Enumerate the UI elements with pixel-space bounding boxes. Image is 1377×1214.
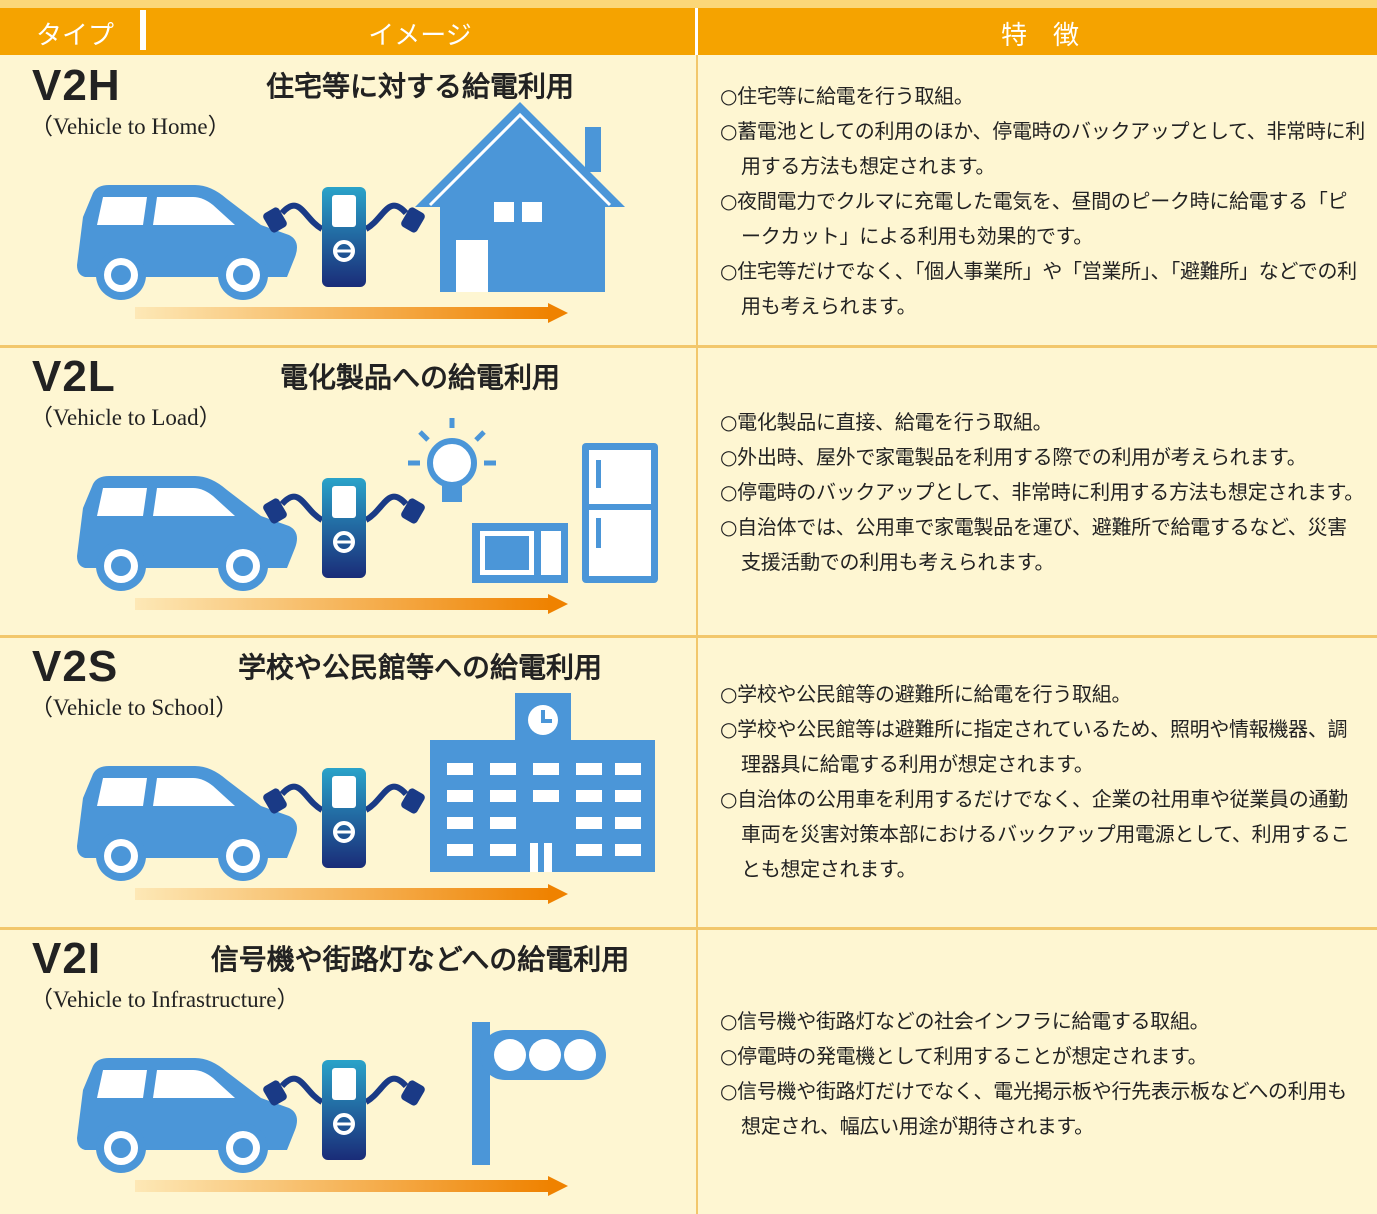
- type-code: V2L: [32, 352, 116, 401]
- table-row: V2S （Vehicle to School） 学校や公民館等への給電利用 ○学校や公…: [0, 638, 1377, 926]
- header-features: 特 徴: [1000, 21, 1079, 51]
- v2i-illustration: [77, 1022, 606, 1196]
- feature-item: ○蓄電池としての利用のほか、停電時のバックアップとして、非常時に利用する方法も想…: [720, 118, 1365, 178]
- table-row: V2I （Vehicle to Infrastructure） 信号機や街路灯などへ…: [0, 930, 1377, 1214]
- feature-item: ○住宅等に給電を行う取組。: [720, 83, 974, 108]
- feature-list: ○学校や公民館等の避難所に給電を行う取組。 ○学校や公民館等は避難所に指定されてい…: [720, 638, 1365, 926]
- column-divider: [696, 55, 698, 1214]
- type-english: （Vehicle to Load）: [30, 405, 222, 430]
- table-row: V2L （Vehicle to Load） 電化製品への給電利用 ○電化製品に直接、給…: [0, 348, 1377, 636]
- feature-item: ○学校や公民館等は避難所に指定されているため、照明や情報機器、調理器具に給電する…: [720, 717, 1348, 776]
- feature-item: ○自治体では、公用車で家電製品を運び、避難所で給電するなど、災害支援活動での利用…: [720, 514, 1347, 574]
- header-divider: [695, 8, 698, 55]
- feature-item: ○住宅等だけでなく、「個人事業所」や「営業所」、「避難所」などでの利用も考えられ…: [720, 258, 1357, 318]
- type-title: 電化製品への給電利用: [279, 361, 560, 394]
- table-header: タイプ イメージ 特 徴: [0, 0, 1377, 55]
- feature-item: ○学校や公民館等の避難所に給電を行う取組。: [720, 682, 1132, 706]
- feature-item: ○自治体の公用車を利用するだけでなく、企業の社用車や従業員の通勤車両を災害対策本…: [720, 787, 1351, 881]
- type-code: V2I: [32, 934, 102, 983]
- table-row: V2H （Vehicle to Home） 住宅等に対する給電利用 ○住宅等に給電を行…: [0, 57, 1377, 345]
- v2l-illustration: [77, 418, 658, 614]
- type-title: 住宅等に対する給電利用: [265, 70, 574, 103]
- type-code: V2H: [32, 61, 121, 110]
- feature-list: ○住宅等に給電を行う取組。 ○蓄電池としての利用のほか、停電時のバックアップとして…: [720, 57, 1365, 345]
- type-title: 学校や公民館等への給電利用: [237, 651, 602, 684]
- header-image: イメージ: [368, 21, 472, 51]
- feature-list: ○電化製品に直接、給電を行う取組。 ○外出時、屋外で家電製品を利用する際での利用が…: [720, 348, 1365, 636]
- type-title: 信号機や街路灯などへの給電利用: [210, 943, 630, 976]
- feature-item: ○停電時のバックアップとして、非常時に利用する方法も想定されます。: [720, 479, 1364, 504]
- feature-list: ○信号機や街路灯などの社会インフラに給電する取組。 ○停電時の発電機として利用する…: [720, 930, 1365, 1214]
- feature-item: ○夜間電力でクルマに充電した電気を、昼間のピーク時に給電する「ピークカット」によ…: [720, 188, 1348, 248]
- row-separator: [0, 927, 1377, 930]
- header-type: タイプ: [35, 21, 114, 51]
- feature-item: ○停電時の発電機として利用することが想定されます。: [720, 1044, 1208, 1068]
- v2s-illustration: [77, 693, 655, 904]
- type-english: （Vehicle to Infrastructure）: [30, 987, 300, 1012]
- feature-item: ○信号機や街路灯だけでなく、電光掲示板や行先表示板などへの利用も想定され、幅広い…: [720, 1079, 1347, 1138]
- feature-item: ○外出時、屋外で家電製品を利用する際での利用が考えられます。: [720, 444, 1307, 469]
- row-separator: [0, 345, 1377, 348]
- type-code: V2S: [32, 642, 119, 691]
- type-english: （Vehicle to School）: [30, 695, 239, 720]
- type-english: （Vehicle to Home）: [30, 114, 231, 139]
- header-divider: [140, 10, 146, 50]
- row-separator: [0, 635, 1377, 638]
- feature-item: ○電化製品に直接、給電を行う取組。: [720, 409, 1053, 434]
- v2h-illustration: [77, 102, 625, 323]
- feature-item: ○信号機や街路灯などの社会インフラに給電する取組。: [720, 1009, 1210, 1033]
- illustrations: [0, 102, 658, 1214]
